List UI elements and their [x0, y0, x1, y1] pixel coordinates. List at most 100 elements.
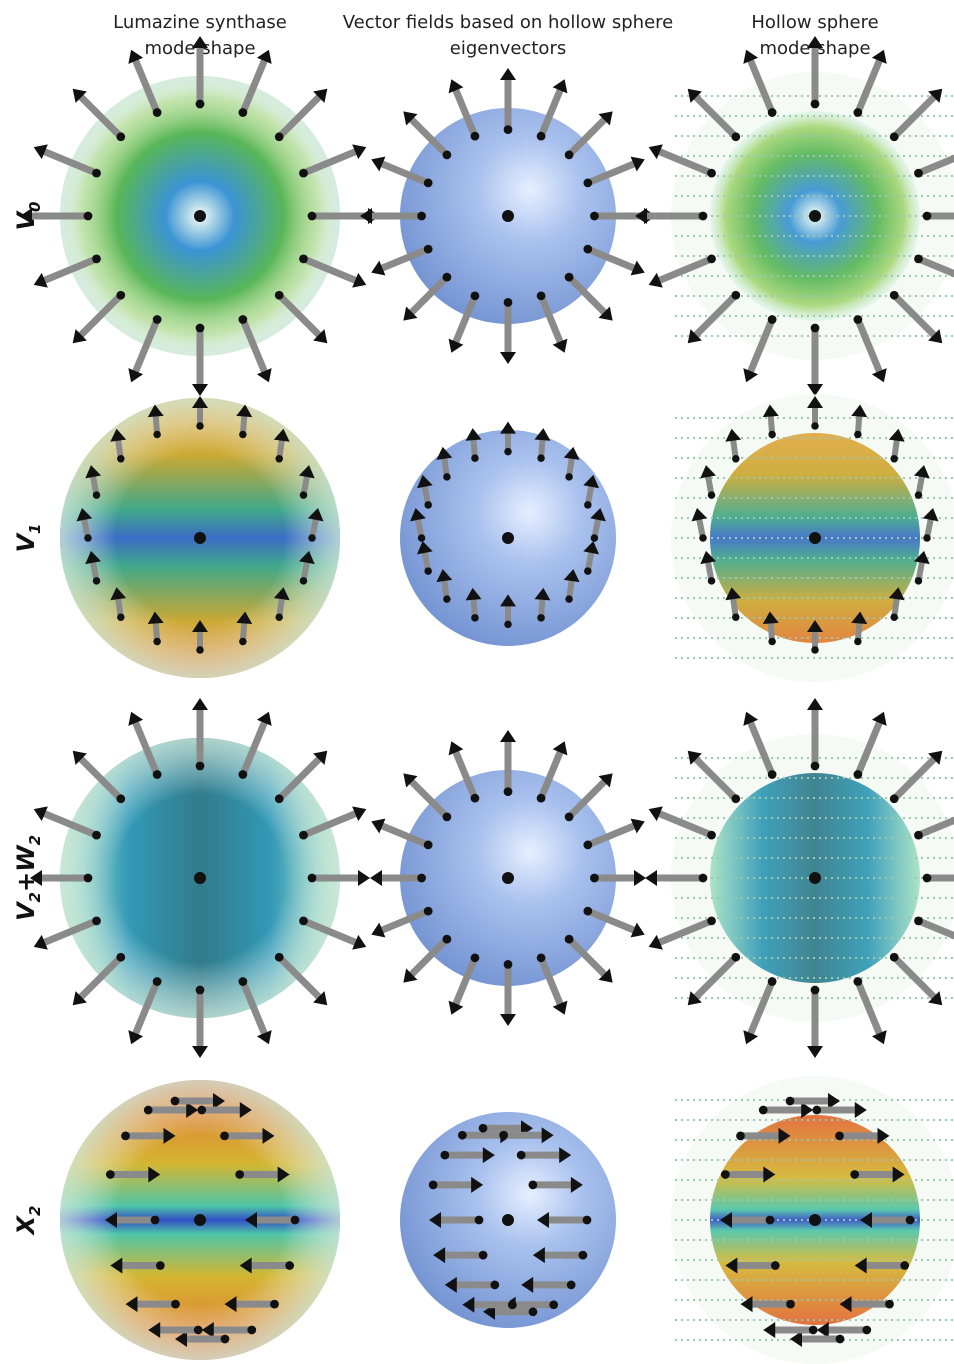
arrow-base — [768, 315, 777, 324]
arrow-base — [759, 1106, 768, 1115]
arrow-base — [194, 1326, 203, 1335]
arrow-base — [914, 254, 923, 263]
arrow-base — [854, 431, 862, 439]
arrow-base — [443, 595, 451, 603]
arrow-base — [854, 638, 862, 646]
arrow-base — [885, 1300, 894, 1309]
arrow-base — [92, 831, 101, 840]
arrow-base — [443, 935, 452, 944]
arrow-base — [699, 874, 708, 883]
arrow-base — [196, 762, 205, 771]
column-header: Hollow sphere — [751, 12, 878, 33]
arrow-base — [584, 501, 592, 509]
arrow-base — [238, 977, 247, 986]
arrow-base — [239, 638, 247, 646]
arrow-base — [151, 1216, 160, 1225]
arrow-base — [239, 431, 247, 439]
arrow-base — [121, 1131, 130, 1140]
arrow-base — [565, 595, 573, 603]
row-label-sub: 1 — [26, 523, 44, 533]
arrow-base — [914, 831, 923, 840]
arrow-base — [707, 169, 716, 178]
arrow-base — [440, 1151, 449, 1160]
arrow-base — [116, 291, 125, 300]
arrow-base — [490, 1281, 499, 1290]
arrow-base — [811, 986, 820, 995]
arrow-base — [853, 108, 862, 117]
arrow-base — [835, 1131, 844, 1140]
arrow-base — [424, 179, 433, 188]
arrow-base — [768, 431, 776, 439]
arrow-base — [270, 1300, 279, 1309]
center-point — [809, 532, 821, 544]
center-point — [809, 872, 821, 884]
column-header: eigenvectors — [450, 38, 566, 59]
figure: Lumazine synthasemode shapeVector fields… — [0, 0, 954, 1364]
center-point — [502, 1214, 514, 1226]
arrow-base — [529, 1180, 538, 1189]
arrow-base — [235, 1170, 244, 1179]
arrow-base — [591, 534, 599, 542]
arrow-base — [220, 1131, 229, 1140]
arrow-base — [537, 132, 546, 141]
arrow-base — [247, 1326, 256, 1335]
arrow-base — [786, 1097, 795, 1106]
row-label: V1 — [12, 523, 44, 552]
row-label-main: +W — [12, 844, 40, 892]
arrow-head — [358, 870, 370, 886]
arrow-base — [583, 841, 592, 850]
arrow-head — [192, 698, 208, 710]
arrow-base — [853, 315, 862, 324]
arrow-base — [479, 1124, 488, 1133]
arrow-base — [900, 1261, 909, 1270]
arrow-base — [923, 212, 932, 221]
arrow-base — [221, 1335, 230, 1344]
center-point — [194, 872, 206, 884]
arrow-base — [299, 254, 308, 263]
arrow-head — [807, 698, 823, 710]
arrow-base — [811, 422, 819, 430]
arrow-base — [291, 1216, 300, 1225]
arrow-base — [300, 491, 308, 499]
arrow-base — [300, 577, 308, 585]
arrow-base — [299, 169, 308, 178]
arrow-base — [732, 455, 740, 463]
arrow-base — [275, 455, 283, 463]
arrow-base — [699, 534, 707, 542]
arrow-base — [479, 1251, 488, 1260]
arrow-base — [275, 291, 284, 300]
arrow-base — [923, 874, 932, 883]
arrow-base — [197, 1106, 206, 1115]
arrow-base — [116, 132, 125, 141]
arrow-base — [583, 1216, 592, 1225]
arrow-base — [731, 794, 740, 803]
arrow-base — [811, 646, 819, 654]
center-point — [194, 1214, 206, 1226]
arrow-base — [238, 108, 247, 117]
arrow-base — [299, 916, 308, 925]
arrow-base — [565, 273, 574, 282]
arrow-base — [914, 916, 923, 925]
arrow-base — [699, 212, 708, 221]
arrow-base — [731, 132, 740, 141]
arrow-base — [890, 613, 898, 621]
center-point — [502, 532, 514, 544]
arrow-base — [565, 935, 574, 944]
arrow-base — [153, 770, 162, 779]
arrow-base — [549, 1300, 558, 1309]
arrow-base — [196, 100, 205, 109]
arrow-base — [153, 315, 162, 324]
column-header: Lumazine synthase — [113, 12, 287, 33]
arrow-head — [360, 208, 372, 224]
arrow-base — [537, 291, 546, 300]
arrow-base — [471, 132, 480, 141]
arrow-base — [537, 953, 546, 962]
arrow-base — [106, 1170, 115, 1179]
column-header: Vector fields based on hollow sphere — [343, 12, 673, 33]
arrow-base — [504, 621, 512, 629]
center-point — [809, 210, 821, 222]
arrow-base — [499, 1131, 508, 1140]
arrow-base — [153, 431, 161, 439]
arrow-base — [443, 473, 451, 481]
arrow-base — [424, 501, 432, 509]
